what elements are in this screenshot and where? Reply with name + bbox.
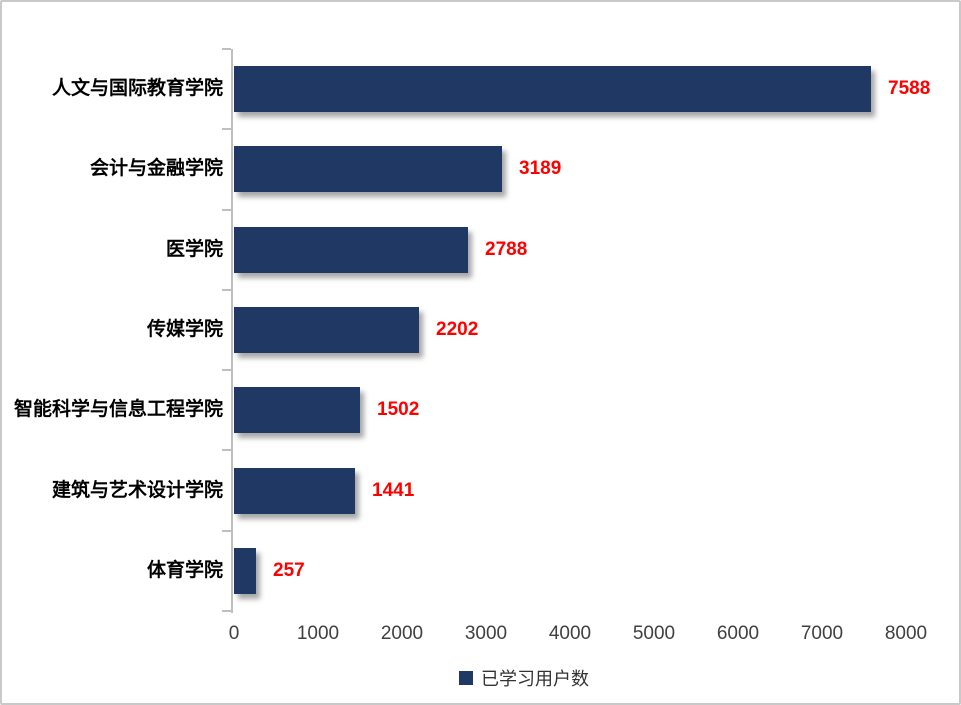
category-axis-line xyxy=(231,49,233,613)
category-label: 建筑与艺术设计学院 xyxy=(51,479,223,501)
category-label: 人文与国际教育学院 xyxy=(51,78,223,100)
category-axis-tick xyxy=(222,288,231,291)
category-axis-tick xyxy=(222,610,231,612)
x-axis-tick-label: 4000 xyxy=(548,623,592,644)
x-axis-tick-label: 8000 xyxy=(884,623,928,644)
category-axis-tick xyxy=(222,48,231,50)
value-label: 2202 xyxy=(436,319,479,340)
value-label: 3189 xyxy=(519,158,562,180)
category-label: 传媒学院 xyxy=(146,319,223,340)
value-label: 1502 xyxy=(377,399,420,421)
x-axis-tick-label: 7000 xyxy=(800,623,844,644)
bar xyxy=(234,146,502,193)
legend-swatch xyxy=(459,671,473,685)
x-axis-tick-label: 2000 xyxy=(380,623,424,644)
value-label: 7588 xyxy=(888,78,931,100)
category-label: 体育学院 xyxy=(146,559,223,581)
value-label: 2788 xyxy=(485,238,528,260)
bar xyxy=(234,387,360,434)
category-label: 智能科学与信息工程学院 xyxy=(13,399,223,421)
category-axis-tick xyxy=(222,369,231,372)
bar xyxy=(234,226,468,273)
bar xyxy=(234,66,871,113)
bar xyxy=(234,307,419,353)
value-label: 257 xyxy=(273,559,305,581)
x-axis-tick-label: 5000 xyxy=(632,623,676,644)
legend: 已学习用户数 xyxy=(459,665,589,691)
category-axis-tick xyxy=(222,208,231,211)
x-axis-tick-label: 6000 xyxy=(716,623,760,644)
x-axis-tick-label: 0 xyxy=(228,623,240,644)
bar xyxy=(234,467,355,514)
category-label: 会计与金融学院 xyxy=(89,158,223,180)
bar xyxy=(234,547,256,594)
category-label: 医学院 xyxy=(165,238,223,260)
legend-label: 已学习用户数 xyxy=(481,669,589,689)
x-axis-tick-label: 3000 xyxy=(464,623,508,644)
category-axis-tick xyxy=(222,529,231,532)
category-axis-tick xyxy=(222,449,231,452)
category-axis-tick xyxy=(222,128,231,131)
value-label: 1441 xyxy=(372,479,415,501)
x-axis-tick-label: 1000 xyxy=(296,623,340,644)
